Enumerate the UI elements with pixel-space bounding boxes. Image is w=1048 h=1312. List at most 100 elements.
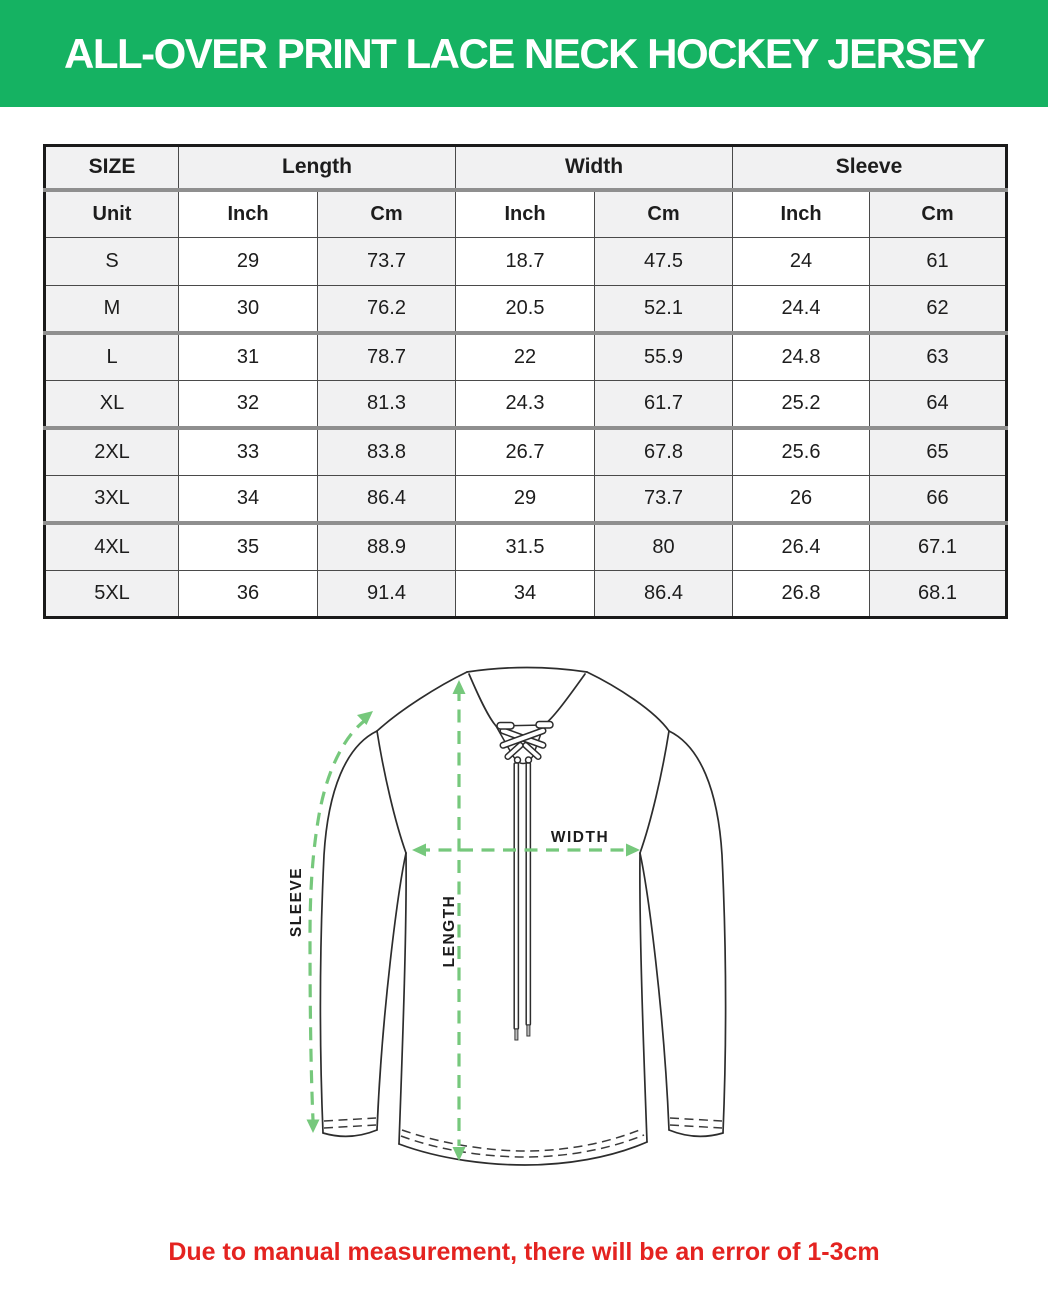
measurement-cell: 67.8 <box>594 427 734 476</box>
measurement-cell: 31.5 <box>455 522 596 571</box>
measurement-cell: 63 <box>869 332 1008 381</box>
measurement-cell: 61.7 <box>594 379 734 430</box>
measurement-cell: 52.1 <box>594 284 734 335</box>
lace-eyelet <box>524 756 533 764</box>
lace-eyelet <box>513 756 522 764</box>
measurement-cell: 61 <box>869 237 1008 286</box>
table-row: 2XL 33 83.8 26.7 67.8 25.6 65 <box>44 427 1008 476</box>
hem-stitch-line <box>400 1134 645 1158</box>
measurement-cell: 26.8 <box>732 569 871 618</box>
sleeve-inch-header: Inch <box>732 189 871 238</box>
cuff-stitch-line <box>323 1117 377 1122</box>
measurement-cell: 73.7 <box>594 474 734 525</box>
measurement-cell: 22 <box>455 332 596 381</box>
measurement-cell: 66 <box>869 474 1008 525</box>
measurement-cell: 29 <box>455 474 596 525</box>
table-unit-row: Unit Inch Cm Inch Cm Inch Cm <box>44 189 1008 238</box>
measurement-cell: 65 <box>869 427 1008 476</box>
col-header-length: Length <box>177 145 457 192</box>
measurement-cell: 64 <box>869 379 1008 430</box>
unit-header: Unit <box>44 189 179 238</box>
size-cell: 5XL <box>44 569 179 618</box>
measurement-cell: 86.4 <box>594 569 734 618</box>
measurement-cell: 26 <box>732 474 871 525</box>
measurement-cell: 80 <box>594 522 734 571</box>
size-cell: 4XL <box>44 522 179 571</box>
measurement-cell: 24.8 <box>732 332 871 381</box>
table-row: M 30 76.2 20.5 52.1 24.4 62 <box>44 284 1008 335</box>
col-header-size: SIZE <box>44 145 179 192</box>
cuff-stitch-line <box>669 1117 723 1122</box>
size-cell: XL <box>44 379 179 430</box>
measurement-cell: 35 <box>178 522 318 571</box>
measurement-cell: 25.2 <box>732 379 871 430</box>
width-label: WIDTH <box>551 829 609 846</box>
lace-neck-detail <box>494 720 554 765</box>
measurement-cell: 26.7 <box>455 427 596 476</box>
title-banner: ALL-OVER PRINT LACE NECK HOCKEY JERSEY <box>0 0 1048 107</box>
size-table-body: S 29 73.7 18.7 47.5 24 61 M 30 76.2 20.5 52.1 24.4 62… <box>44 237 1008 618</box>
length-cm-header: Cm <box>316 189 457 238</box>
measurement-cell: 47.5 <box>594 237 734 286</box>
length-label: LENGTH <box>441 895 458 968</box>
measurement-cell: 24 <box>732 237 871 286</box>
size-cell: 3XL <box>44 474 179 525</box>
jersey-outline <box>319 666 727 1166</box>
size-cell: 2XL <box>44 427 179 476</box>
col-header-sleeve: Sleeve <box>732 145 1008 192</box>
table-row: S 29 73.7 18.7 47.5 24 61 <box>44 237 1008 286</box>
measurement-cell: 73.7 <box>316 237 457 286</box>
measurement-cell: 30 <box>178 284 318 335</box>
measurement-cell: 76.2 <box>316 284 457 335</box>
measurement-cell: 36 <box>178 569 318 618</box>
measurement-cell: 91.4 <box>316 569 457 618</box>
table-row: 5XL 36 91.4 34 86.4 26.8 68.1 <box>44 569 1008 618</box>
measurement-cell: 83.8 <box>316 427 457 476</box>
size-cell: M <box>44 284 179 335</box>
measurement-cell: 24.3 <box>455 379 596 430</box>
width-inch-header: Inch <box>455 189 596 238</box>
length-inch-header: Inch <box>178 189 318 238</box>
table-row: 3XL 34 86.4 29 73.7 26 66 <box>44 474 1008 525</box>
cuff-stitch-line <box>323 1124 377 1129</box>
drawstrings <box>513 762 532 1041</box>
jersey-measurement-svg: WIDTH LENGTH SLEEVE <box>288 666 727 1166</box>
measurement-cell: 88.9 <box>316 522 457 571</box>
measurement-cell: 33 <box>178 427 318 476</box>
width-measure-arrow <box>412 843 640 857</box>
measurement-cell: 31 <box>178 332 318 381</box>
jersey-diagram: WIDTH LENGTH SLEEVE <box>270 630 790 1190</box>
string-aglet <box>514 1028 519 1041</box>
measurement-cell: 29 <box>178 237 318 286</box>
measurement-cell: 24.4 <box>732 284 871 335</box>
col-header-width: Width <box>455 145 734 192</box>
sleeve-label: SLEEVE <box>288 867 305 937</box>
sleeve-measure-arrow <box>306 711 373 1133</box>
width-cm-header: Cm <box>594 189 734 238</box>
measurement-cell: 67.1 <box>869 522 1008 571</box>
measurement-cell: 81.3 <box>316 379 457 430</box>
length-measure-arrow <box>452 680 466 1161</box>
measurement-disclaimer: Due to manual measurement, there will be… <box>168 1238 880 1266</box>
measurement-cell: 62 <box>869 284 1008 335</box>
measurement-cell: 68.1 <box>869 569 1008 618</box>
measurement-cell: 25.6 <box>732 427 871 476</box>
measurement-cell: 20.5 <box>455 284 596 335</box>
measurement-cell: 26.4 <box>732 522 871 571</box>
measurement-cell: 78.7 <box>316 332 457 381</box>
size-cell: L <box>44 332 179 381</box>
measurement-cell: 34 <box>178 474 318 525</box>
cuff-stitch-line <box>669 1124 723 1129</box>
hem-stitch-line <box>401 1128 643 1152</box>
measurement-cell: 32 <box>178 379 318 430</box>
measurement-cell: 55.9 <box>594 332 734 381</box>
lace-eyelet-slot <box>496 721 515 730</box>
page-title: ALL-OVER PRINT LACE NECK HOCKEY JERSEY <box>63 29 986 77</box>
lace-eyelet-slot <box>535 720 554 729</box>
measurement-cell: 86.4 <box>316 474 457 525</box>
measurement-cell: 34 <box>455 569 596 618</box>
measurement-cell: 18.7 <box>455 237 596 286</box>
table-group-header-row: SIZE Length Width Sleeve <box>44 145 1008 192</box>
size-cell: S <box>44 237 179 286</box>
